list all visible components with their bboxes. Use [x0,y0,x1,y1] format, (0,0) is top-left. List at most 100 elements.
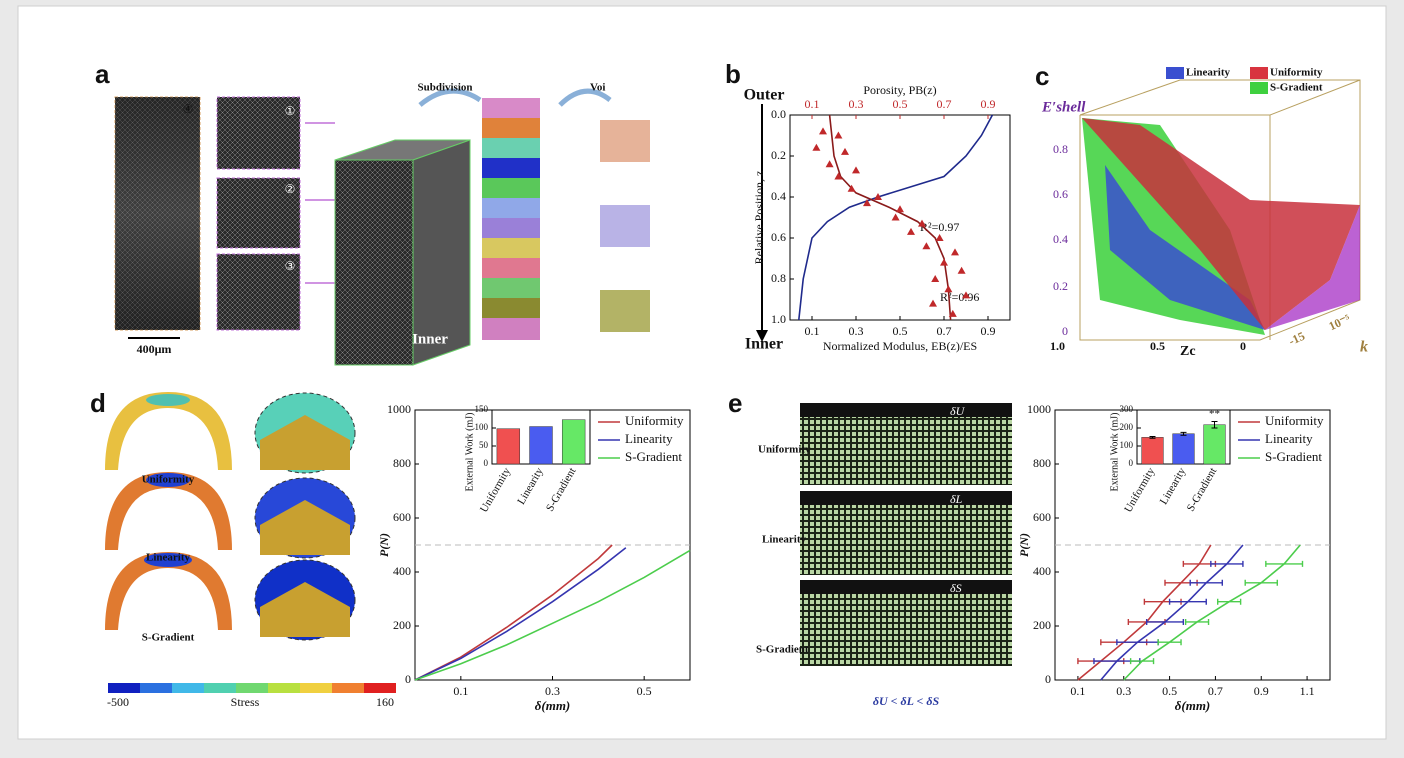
panel-label: e [728,388,742,418]
axis-label: E′shell [1041,99,1086,115]
x-tick-label: 0.1 [805,324,820,338]
relation: δU < δL < δS [873,694,940,708]
x-tick-label: 0.7 [937,324,952,338]
x-tick-label: 0.7 [937,97,952,111]
label: δS [950,581,962,595]
marker [874,193,882,200]
bar [1172,433,1195,465]
marker [957,266,966,274]
domes [105,392,356,641]
legend-swatch [1250,82,1268,94]
y-tick-label: 0 [484,458,489,468]
axis-label: k [1360,339,1368,356]
y-tick-label: 0 [405,672,411,686]
zoom-box [216,177,301,249]
arrow-head [756,330,768,342]
y-tick-label: 200 [1033,618,1051,632]
marker [852,166,860,174]
y-tick-label: 300 [1120,404,1134,414]
y-tick-label: 150 [475,404,489,414]
y-axis-label: External Work (mJ) [1109,413,1120,492]
legend-label: S-Gradient [1270,82,1323,94]
tick-label: 1.0 [1050,339,1065,353]
line-series [1100,544,1244,681]
y-tick-label: 0.6 [771,230,786,244]
legend-label: Uniformity [1265,413,1324,428]
legend-label: S-Gradient [625,449,682,464]
x-tick-label: 0.1 [805,97,820,111]
label: Linearity [146,552,190,564]
x-tick-label: 0.3 [1116,684,1131,698]
error-bar [1129,658,1155,665]
marker: ③ [285,259,296,273]
marker [825,160,834,168]
label: Inner [412,331,448,347]
y-axis-label: P(N) [377,533,391,557]
legend-label: Uniformity [625,413,684,428]
voi [600,205,650,247]
label: Linearity [762,534,806,546]
x-tick-label: 0.1 [453,684,468,698]
marker [891,213,900,221]
tick-label: 0.2 [1053,279,1068,293]
legend-label: Linearity [1186,67,1230,79]
marker [863,199,871,207]
legend-label: Linearity [1265,431,1313,446]
marker [918,219,926,227]
photo [800,580,1012,666]
marker [834,131,843,139]
label: Voi [590,82,606,94]
marker [929,299,937,307]
marker [834,172,843,180]
tick-label: 0.6 [1053,187,1068,201]
bar [1203,424,1226,465]
error-bar [1217,598,1242,605]
bar [529,426,553,465]
voi [600,120,650,162]
photo-top [800,403,1012,417]
tick-label: 0.4 [1053,232,1068,246]
marker: ② [285,182,296,196]
y-tick-label: 0.8 [771,271,786,285]
surface [1082,118,1360,330]
line-series [414,549,691,681]
annotation: R²=0.97 [920,220,959,234]
y-tick-label: 0 [1045,672,1051,686]
line-series [828,114,952,321]
marker [819,127,827,135]
x-tick-label: 1.1 [1300,684,1315,698]
y-tick-label: 600 [1033,510,1051,524]
marker: ① [285,104,296,118]
y-tick-label: 1.0 [771,312,786,326]
x-tick-label: 0.3 [849,324,864,338]
x-axis-label: δ(mm) [1175,698,1211,713]
y-tick-label: 1000 [387,402,411,416]
tick-label: 0 [1240,339,1246,353]
marker [962,291,970,299]
arrows [418,88,612,107]
x-tick-label: 0.5 [893,97,908,111]
x-tick-label: 0.9 [1254,684,1269,698]
arrows [305,122,335,284]
x-tick-label: 0.5 [893,324,908,338]
error-bar [1211,421,1218,429]
x-tick-label: 0.9 [981,324,996,338]
x-tick-label: 0.5 [637,684,652,698]
marker [907,227,915,235]
zoom-box [216,96,301,170]
marker [931,275,940,282]
label: Inner [745,336,783,353]
y-tick-label: 400 [393,564,411,578]
legend-swatch [1250,67,1268,79]
marker [951,248,959,256]
colorbar-label: Stress [231,695,260,709]
voi [600,290,650,332]
error-bar [1180,431,1187,436]
marker [944,285,953,293]
photo-top [800,491,1012,505]
x-tick-label: 0.3 [849,97,864,111]
error-bar [1265,560,1304,567]
error-bar [1184,618,1210,625]
label: Outer [438,121,477,137]
label: Subdivision [417,82,472,94]
